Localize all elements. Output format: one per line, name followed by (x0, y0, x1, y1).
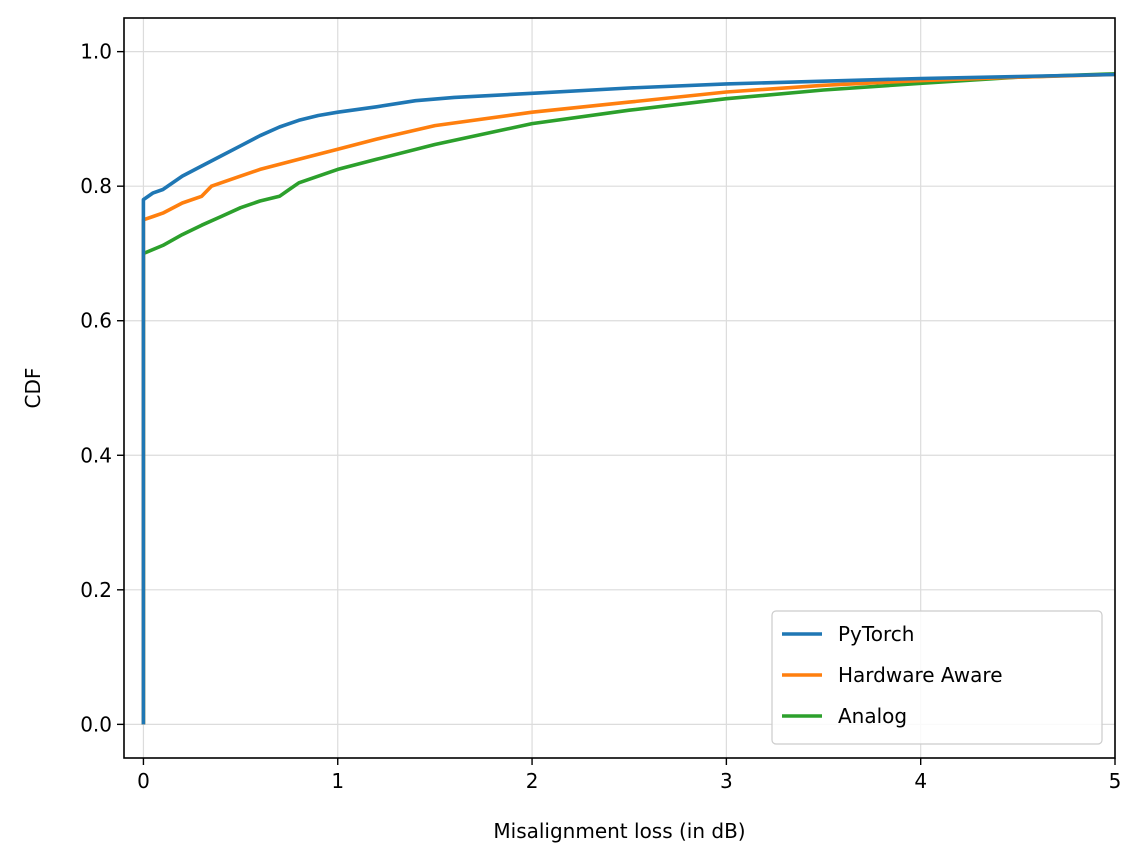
x-tick-label: 1 (331, 769, 344, 793)
y-tick-label: 0.8 (80, 174, 112, 198)
x-tick-label: 4 (914, 769, 927, 793)
legend-label: Analog (838, 704, 907, 728)
series-lines (141, 72, 1116, 725)
y-axis-ticks: 0.0 0.2 0.4 0.6 0.8 1.0 (80, 40, 124, 736)
y-tick-label: 0.2 (80, 578, 112, 602)
x-tick-label: 2 (526, 769, 539, 793)
y-tick-label: 0.6 (80, 309, 112, 333)
plot-area-frame (123, 17, 1116, 759)
series-line-analog (141, 72, 1116, 725)
x-tick-label: 0 (137, 769, 150, 793)
series-line-hardware-aware (141, 72, 1116, 725)
y-tick-label: 0.4 (80, 443, 112, 467)
x-axis-ticks: 0 1 2 3 4 5 (137, 758, 1121, 793)
legend-label: PyTorch (838, 622, 914, 646)
x-axis-label: Misalignment loss (in dB) (493, 819, 745, 843)
y-tick-label: 0.0 (80, 712, 112, 736)
x-tick-label: 3 (720, 769, 733, 793)
y-axis-label: CDF (21, 368, 45, 409)
legend-label: Hardware Aware (838, 663, 1003, 687)
legend-box (771, 610, 1103, 745)
series-line-pytorch (141, 72, 1116, 725)
y-tick-label: 1.0 (80, 40, 112, 64)
legend: PyTorch Hardware Aware Analog (771, 610, 1103, 745)
x-tick-label: 5 (1109, 769, 1122, 793)
